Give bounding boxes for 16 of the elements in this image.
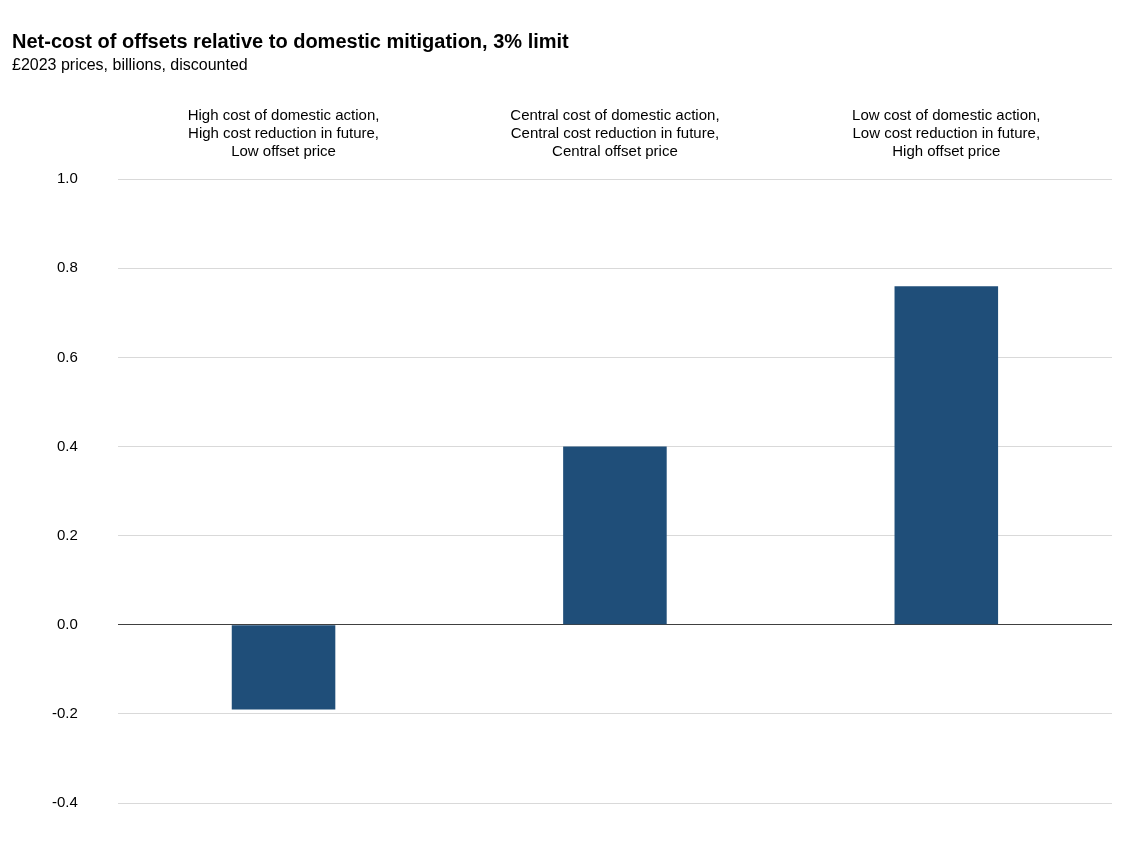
y-tick-label: 0.6	[56, 347, 78, 365]
y-tick-label: -0.4	[51, 793, 78, 811]
bar	[231, 625, 336, 710]
bar	[894, 286, 999, 625]
y-tick-label: 0.0	[56, 614, 78, 632]
y-tick-label: 1.0	[56, 169, 78, 187]
x-tick-label: High cost of domestic action, High cost reduction in future, Low offset price	[187, 106, 380, 160]
y-tick-label: 0.8	[56, 258, 78, 276]
y-tick-label: 0.2	[56, 525, 78, 543]
y-tick-label: 0.4	[56, 436, 78, 454]
chart-subtitle: £2023 prices, billions, discounted	[12, 56, 248, 74]
x-tick-label: Central cost of domestic action, Central cost reduction in future, Central offset price	[510, 106, 720, 160]
chart-title: Net-cost of offsets relative to domestic mitigation, 3% limit	[12, 29, 570, 52]
y-tick-label: -0.2	[51, 704, 78, 722]
bar	[563, 446, 667, 625]
x-tick-label: Low cost of domestic action, Low cost reduction in future, High offset price	[852, 106, 1041, 160]
